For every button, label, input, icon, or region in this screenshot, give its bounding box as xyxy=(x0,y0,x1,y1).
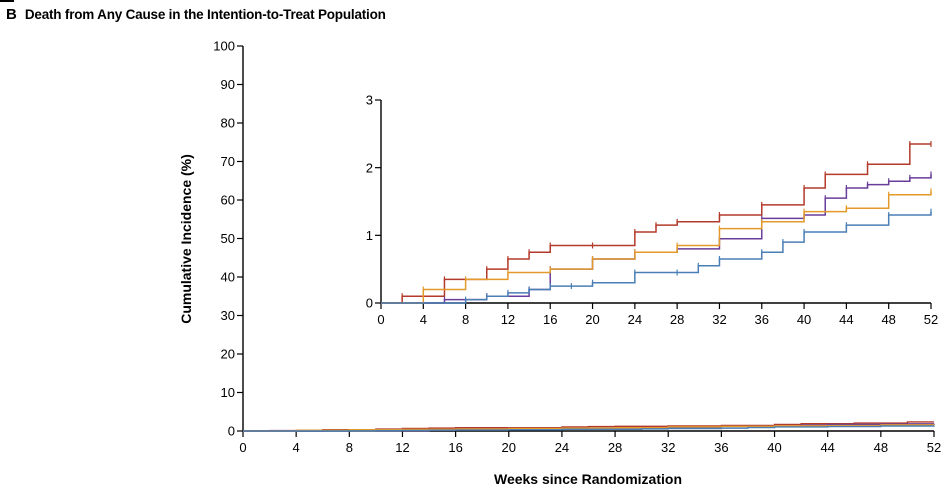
inset-series-line xyxy=(381,174,932,304)
inset-x-tick-label: 52 xyxy=(924,312,938,327)
main-y-tick-label: 90 xyxy=(221,77,235,92)
inset-x-tick-label: 12 xyxy=(501,312,515,327)
inset-x-tick-label: 32 xyxy=(712,312,726,327)
inset-series-line xyxy=(381,143,931,304)
main-x-tick-label: 40 xyxy=(767,440,781,455)
inset-x-tick-label: 40 xyxy=(797,312,811,327)
inset-x-tick-label: 4 xyxy=(420,312,427,327)
inset-series xyxy=(381,140,932,304)
main-y-tick-label: 10 xyxy=(221,385,235,400)
inset-x-tick-label: 0 xyxy=(377,312,384,327)
main-x-tick-label: 16 xyxy=(448,440,462,455)
main-x-tick-label: 36 xyxy=(714,440,728,455)
main-x-tick-label: 24 xyxy=(555,440,569,455)
x-axis-label: Weeks since Randomization xyxy=(494,471,682,487)
inset-y-axis: 0 1 2 3 xyxy=(366,93,382,311)
inset-x-tick-label: 8 xyxy=(462,312,469,327)
main-y-tick-label: 0 xyxy=(228,424,235,439)
inset-y-tick-label: 0 xyxy=(366,296,373,311)
main-x-tick-label: 28 xyxy=(608,440,622,455)
main-y-tick-label: 40 xyxy=(221,270,235,285)
main-y-tick-label: 20 xyxy=(221,347,235,362)
panel-letter: B xyxy=(6,6,17,23)
y-axis-label: Cumulative Incidence (%) xyxy=(178,154,194,324)
main-y-tick-label: 60 xyxy=(221,193,235,208)
inset-x-tick-label: 28 xyxy=(670,312,684,327)
main-y-tick-label: 80 xyxy=(221,116,235,131)
main-series-line xyxy=(243,425,935,432)
inset-y-tick-label: 2 xyxy=(366,160,373,175)
main-x-tick-label: 44 xyxy=(820,440,834,455)
main-y-tick-label: 100 xyxy=(213,39,235,54)
main-y-tick-label: 30 xyxy=(221,308,235,323)
chart-title: Death from Any Cause in the Intention-to… xyxy=(24,7,386,22)
main-series xyxy=(243,421,935,432)
inset-x-tick-label: 36 xyxy=(755,312,769,327)
inset-x-tick-label: 24 xyxy=(628,312,642,327)
panel-header: B Death from Any Cause in the Intention-t… xyxy=(6,6,386,23)
main-x-tick-label: 12 xyxy=(395,440,409,455)
inset-x-tick-label: 20 xyxy=(585,312,599,327)
main-y-tick-label: 50 xyxy=(221,231,235,246)
main-x-tick-label: 0 xyxy=(239,440,246,455)
main-y-tick-label: 70 xyxy=(221,154,235,169)
main-x-tick-label: 20 xyxy=(502,440,516,455)
inset-y-tick-label: 3 xyxy=(366,93,373,108)
main-x-tick-label: 48 xyxy=(874,440,888,455)
main-x-tick-label: 4 xyxy=(293,440,300,455)
main-series-line xyxy=(243,424,935,432)
main-x-axis: 0 4 8 12 16 20 24 28 32 36 40 44 48 52 xyxy=(239,430,941,455)
main-x-tick-label: 32 xyxy=(661,440,675,455)
main-x-tick-label: 8 xyxy=(346,440,353,455)
main-y-axis: 0 10 20 30 40 50 60 70 80 90 100 xyxy=(213,39,244,439)
inset-series-line xyxy=(381,191,932,304)
inset-x-tick-label: 48 xyxy=(881,312,895,327)
inset-y-tick-label: 1 xyxy=(366,228,373,243)
inset-x-tick-label: 44 xyxy=(839,312,853,327)
inset-x-axis: 0 4 8 12 16 20 24 28 32 36 40 44 48 52 xyxy=(377,302,938,327)
main-x-tick-label: 52 xyxy=(927,440,941,455)
top-rule xyxy=(0,0,14,2)
inset-x-tick-label: 16 xyxy=(543,312,557,327)
